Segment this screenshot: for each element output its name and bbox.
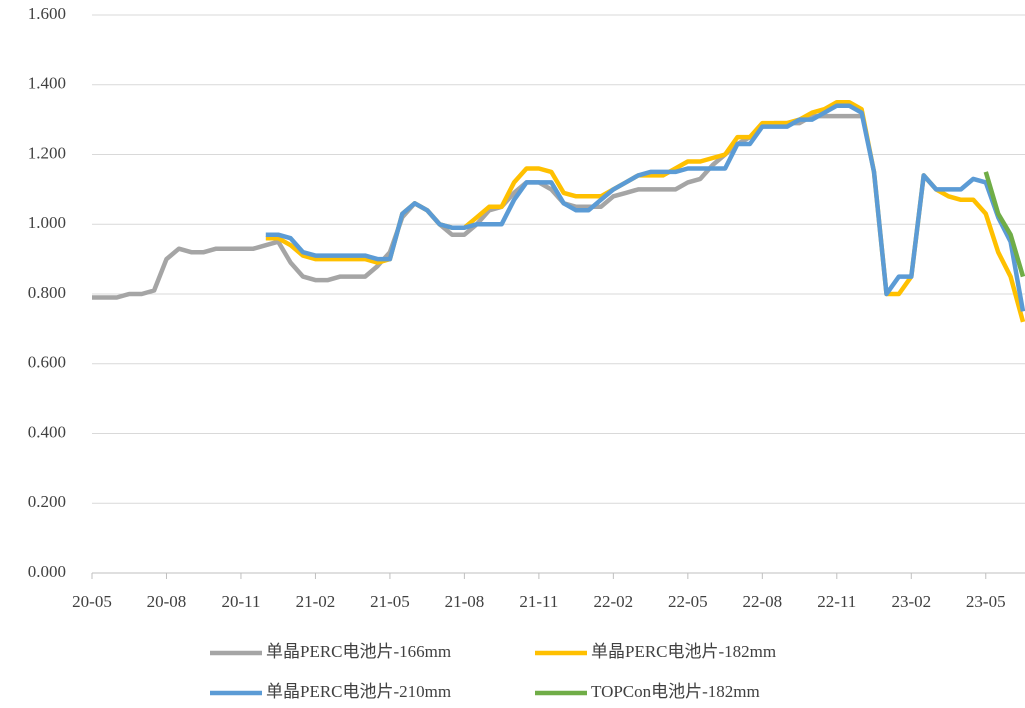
x-tick-label: 22-11 <box>817 592 856 611</box>
x-tick-label: 21-08 <box>445 592 485 611</box>
y-tick-label: 1.400 <box>28 74 66 93</box>
y-tick-label: 0.200 <box>28 492 66 511</box>
y-tick-label: 0.400 <box>28 422 66 441</box>
y-tick-label: 0.000 <box>28 562 66 581</box>
x-tick-label: 20-05 <box>72 592 112 611</box>
series-line <box>265 103 1025 312</box>
legend-label: 单晶PERC电池片-210mm <box>266 682 451 701</box>
legend-label: TOPCon电池片-182mm <box>591 682 760 701</box>
x-tick-label: 22-05 <box>668 592 708 611</box>
y-tick-label: 1.600 <box>28 4 66 23</box>
x-tick-label: 21-11 <box>519 592 558 611</box>
y-tick-label: 1.000 <box>28 213 66 232</box>
x-tick-label: 21-02 <box>296 592 336 611</box>
y-tick-label: 0.800 <box>28 283 66 302</box>
x-tick-label: 20-11 <box>221 592 260 611</box>
series-line <box>265 99 1025 323</box>
y-tick-label: 0.600 <box>28 353 66 372</box>
x-tick-label: 23-05 <box>966 592 1006 611</box>
y-tick-label: 1.200 <box>28 143 66 162</box>
x-tick-label: 23-02 <box>891 592 931 611</box>
x-tick-label: 21-05 <box>370 592 410 611</box>
series-line <box>983 171 1025 278</box>
x-tick-label: 22-08 <box>742 592 782 611</box>
x-tick-label: 20-08 <box>147 592 187 611</box>
legend-label: 单晶PERC电池片-166mm <box>266 642 451 661</box>
x-tick-label: 22-02 <box>594 592 634 611</box>
legend-label: 单晶PERC电池片-182mm <box>591 642 776 661</box>
